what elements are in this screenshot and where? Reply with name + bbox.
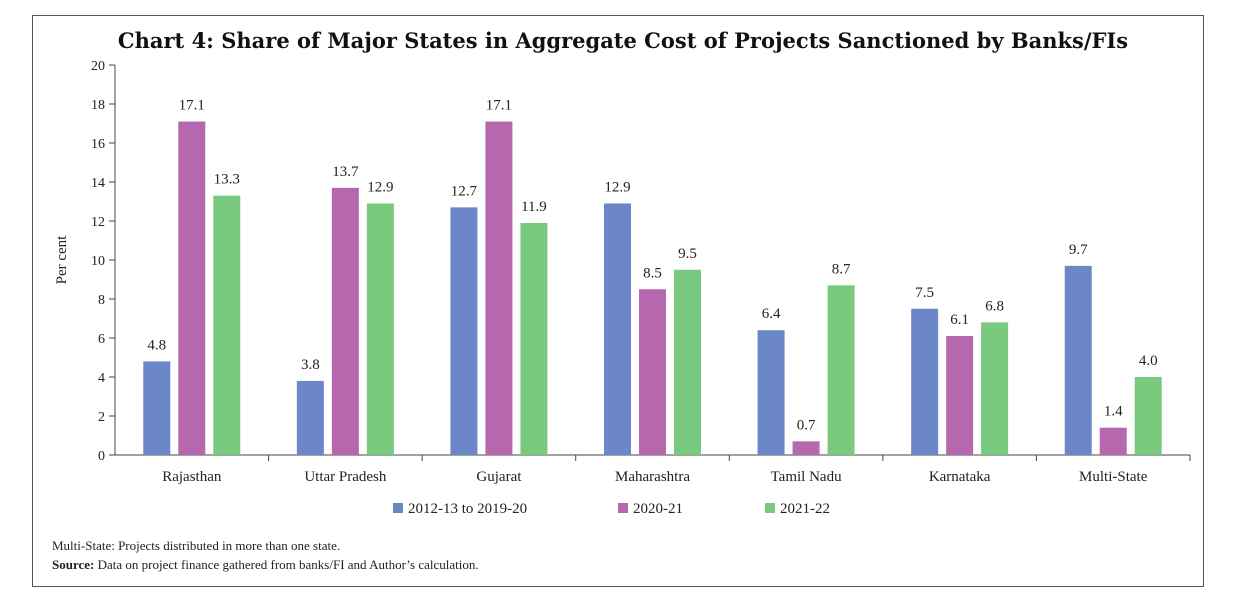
- value-label-gujarat-2021-22: 11.9: [521, 199, 547, 215]
- legend-label-2020-21: 2020-21: [633, 501, 683, 517]
- y-tick-label: 0: [98, 449, 105, 464]
- value-label-multi-state-2021-22: 4.0: [1139, 353, 1158, 369]
- note-multi-state: Multi-State: Projects distributed in mor…: [52, 538, 341, 553]
- value-label-gujarat-2012-13-to-2019-20: 12.7: [451, 183, 478, 199]
- value-label-gujarat-2020-21: 17.1: [486, 98, 512, 114]
- bar-uttar-pradesh-2021-22: [366, 203, 394, 455]
- y-tick-label: 12: [91, 215, 105, 230]
- legend: 2012-13 to 2019-20 2020-21 2021-22: [393, 501, 830, 517]
- y-tick-label: 2: [98, 410, 105, 425]
- y-tick-label: 4: [98, 371, 105, 386]
- bar-rajasthan-2020-21: [178, 121, 206, 456]
- bar-multi-state-2012-13-to-2019-20: [1064, 265, 1092, 455]
- value-labels: 4.8 17.1 13.3 3.8 13.7 12.9 12.7 17.1 11.9 12.9 8.…: [147, 98, 1157, 434]
- legend-swatch-2020-21: [618, 503, 628, 513]
- bar-maharashtra-2012-13-to-2019-20: [604, 203, 631, 455]
- y-tick-label: 16: [91, 137, 105, 152]
- value-label-multi-state-2012-13-to-2019-20: 9.7: [1069, 242, 1088, 258]
- value-label-maharashtra-2021-22: 9.5: [678, 246, 697, 262]
- bar-rajasthan-2012-13-to-2019-20: [143, 361, 171, 455]
- bar-multi-state-2021-22: [1134, 377, 1162, 455]
- value-label-tamil-nadu-2021-22: 8.7: [832, 261, 851, 277]
- bar-tamil-nadu-2021-22: [827, 285, 855, 455]
- legend-label-2021-22: 2021-22: [780, 501, 830, 517]
- y-tick-label: 6: [98, 332, 105, 347]
- bar-gujarat-2012-13-to-2019-20: [450, 207, 478, 455]
- y-tick-label: 20: [91, 59, 105, 74]
- bar-gujarat-2020-21: [485, 121, 513, 456]
- category-label-maharashtra: Maharashtra: [615, 469, 690, 485]
- category-label-rajasthan: Rajasthan: [162, 469, 222, 485]
- bar-karnataka-2012-13-to-2019-20: [911, 308, 939, 455]
- value-label-rajasthan-2020-21: 17.1: [179, 98, 205, 114]
- bar-rajasthan-2021-22: [213, 195, 241, 455]
- value-label-uttar-pradesh-2020-21: 13.7: [332, 164, 359, 180]
- value-label-rajasthan-2021-22: 13.3: [214, 172, 240, 188]
- axes: 0 2 4 6 8 10 12 14 16 18 20 Per cent Rajasthan Uttar …: [54, 59, 1191, 485]
- value-label-tamil-nadu-2012-13-to-2019-20: 6.4: [762, 306, 781, 322]
- legend-swatch-2012-13-to-2019-20: [393, 503, 403, 513]
- legend-label-2012-13-to-2019-20: 2012-13 to 2019-20: [408, 501, 527, 517]
- y-tick-label: 18: [91, 98, 105, 113]
- value-label-maharashtra-2012-13-to-2019-20: 12.9: [604, 179, 630, 195]
- bar-uttar-pradesh-2020-21: [331, 187, 359, 455]
- bar-tamil-nadu-2020-21: [792, 441, 820, 455]
- bar-uttar-pradesh-2012-13-to-2019-20: [296, 380, 324, 455]
- category-label-gujarat: Gujarat: [476, 469, 522, 485]
- y-tick-label: 8: [98, 293, 105, 308]
- source-note: Source: Data on project finance gathered…: [52, 557, 479, 573]
- legend-swatch-2021-22: [765, 503, 775, 513]
- category-label-karnataka: Karnataka: [929, 469, 991, 485]
- category-label-tamil-nadu: Tamil Nadu: [771, 469, 843, 485]
- category-label-multi-state: Multi-State: [1079, 469, 1148, 485]
- bars: [143, 121, 1162, 456]
- bar-maharashtra-2020-21: [639, 289, 666, 455]
- value-label-karnataka-2021-22: 6.8: [985, 298, 1004, 314]
- y-tick-label: 14: [91, 176, 105, 191]
- y-axis-title: Per cent: [54, 235, 70, 285]
- bar-maharashtra-2021-22: [674, 269, 701, 455]
- bar-tamil-nadu-2012-13-to-2019-20: [757, 330, 785, 455]
- y-tick-label: 10: [91, 254, 105, 269]
- value-label-rajasthan-2012-13-to-2019-20: 4.8: [147, 337, 166, 353]
- chart-title: Chart 4: Share of Major States in Aggreg…: [117, 28, 1129, 53]
- bar-gujarat-2021-22: [520, 222, 548, 455]
- bar-multi-state-2020-21: [1099, 427, 1127, 455]
- value-label-multi-state-2020-21: 1.4: [1104, 404, 1123, 420]
- value-label-maharashtra-2020-21: 8.5: [643, 265, 662, 281]
- value-label-uttar-pradesh-2021-22: 12.9: [367, 179, 393, 195]
- category-label-uttar-pradesh: Uttar Pradesh: [304, 469, 387, 485]
- value-label-tamil-nadu-2020-21: 0.7: [797, 417, 816, 433]
- value-label-karnataka-2020-21: 6.1: [950, 312, 969, 328]
- source-label: Source:: [52, 557, 95, 572]
- bar-karnataka-2020-21: [946, 336, 974, 455]
- source-text: Data on project finance gathered from ba…: [94, 557, 479, 572]
- value-label-karnataka-2012-13-to-2019-20: 7.5: [915, 285, 934, 301]
- bar-karnataka-2021-22: [981, 322, 1009, 455]
- value-label-uttar-pradesh-2012-13-to-2019-20: 3.8: [301, 357, 320, 373]
